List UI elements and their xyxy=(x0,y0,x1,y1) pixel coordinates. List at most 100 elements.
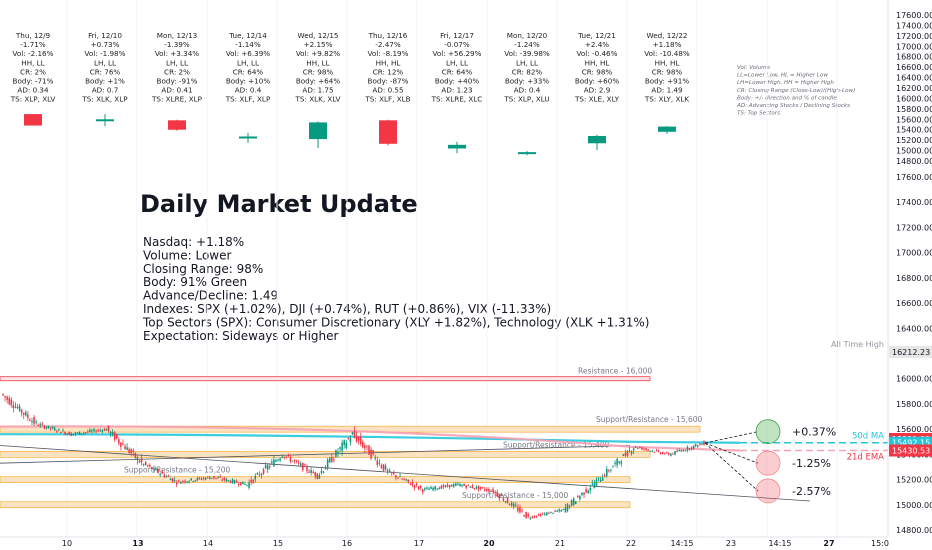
top-price-tick: 16400.00 xyxy=(896,74,932,83)
candle-body xyxy=(465,486,467,488)
top-price-tick: 17000.00 xyxy=(896,42,932,51)
candle-body xyxy=(76,432,79,434)
candle-body xyxy=(606,468,608,476)
resistance-band xyxy=(0,376,651,382)
candle-body xyxy=(428,488,430,490)
candle-body xyxy=(533,516,536,518)
update-line: Volume: Lower xyxy=(143,248,232,262)
candle-body xyxy=(459,484,461,487)
candle-body xyxy=(608,470,610,472)
day-stat-label: Fri, 12/10 xyxy=(88,31,122,40)
candle-body xyxy=(167,476,170,478)
candle-body xyxy=(275,460,277,462)
day-stat-label: Vol: -8.19% xyxy=(368,49,409,58)
candle-body xyxy=(18,406,21,411)
price-tick: 16600.00 xyxy=(896,299,932,308)
update-line: Advance/Decline: 1.49 xyxy=(143,289,278,303)
ath-price-label: 16212.23 xyxy=(892,348,930,357)
candle-body xyxy=(632,448,635,451)
top-price-tick: 16200.00 xyxy=(896,84,932,93)
candle-body xyxy=(560,509,563,512)
day-stat-label: Mon, 12/13 xyxy=(157,31,197,40)
day-stat-label: HH, HL xyxy=(376,58,401,67)
ema21-label: 21d EMA xyxy=(847,453,885,463)
day-stat-label: Body: +33% xyxy=(505,77,549,86)
candle-body xyxy=(118,439,120,444)
day-stat-label: CR: 12% xyxy=(373,67,404,76)
day-candle-body xyxy=(379,120,397,144)
ema21-price-tag xyxy=(889,444,932,457)
candle-body xyxy=(653,451,656,453)
candle-body xyxy=(380,465,383,468)
candle-body xyxy=(235,481,238,483)
candle-body xyxy=(374,457,376,459)
candle-body xyxy=(628,450,631,452)
candle-body xyxy=(231,479,234,484)
candle-body xyxy=(237,483,240,485)
candle-body xyxy=(614,462,616,464)
update-line: Body: 91% Green xyxy=(143,275,247,289)
support-band xyxy=(0,501,631,509)
candle-body xyxy=(242,481,244,485)
candle-body xyxy=(574,501,577,505)
candle-body xyxy=(351,432,354,435)
candle-body xyxy=(467,484,470,486)
day-stat-label: Vol: +3.34% xyxy=(155,49,199,58)
projection-target xyxy=(755,419,781,445)
day-stat-label: +0.73% xyxy=(91,40,120,49)
day-stat-label: AD: 1.49 xyxy=(651,86,683,95)
candle-body xyxy=(97,430,99,432)
candle-body xyxy=(626,451,629,456)
candle-body xyxy=(93,429,95,432)
day-stat-label: Vol: -1.98% xyxy=(85,49,126,58)
price-tick: 15200.00 xyxy=(896,476,932,485)
candle-body xyxy=(572,498,575,505)
legend-line: TS: Top Sectors xyxy=(737,111,780,117)
candle-body xyxy=(324,467,327,470)
day-stat-label: Body: +10% xyxy=(226,77,270,86)
candle-body xyxy=(444,485,447,487)
legend-line: Body: +/- direction and % of candle xyxy=(737,95,837,101)
day-stat-label: AD: 1.23 xyxy=(441,86,472,95)
candle-body xyxy=(655,450,658,452)
candle-body xyxy=(204,477,207,480)
candle-body xyxy=(316,473,319,479)
top-price-tick: 15800.00 xyxy=(896,105,932,114)
day-stat-label: HH, LL xyxy=(306,58,329,67)
day-stat-label: LH, LL xyxy=(237,58,259,67)
time-tick: 22 xyxy=(626,539,636,548)
candle-body xyxy=(359,437,362,444)
candle-body xyxy=(494,491,496,493)
day-stat-label: CR: 2% xyxy=(20,67,46,76)
projection-label: +0.37% xyxy=(792,426,836,439)
candle-body xyxy=(4,396,6,398)
candle-body xyxy=(126,447,128,451)
candle-body xyxy=(16,406,19,408)
candle-body xyxy=(517,507,519,512)
candle-body xyxy=(622,454,625,456)
candle-body xyxy=(136,457,139,461)
candle-body xyxy=(186,481,188,483)
candle-body xyxy=(647,449,649,451)
candle-body xyxy=(587,490,589,494)
candle-body xyxy=(132,450,135,452)
projection-target xyxy=(755,478,781,504)
candle-body xyxy=(641,447,643,450)
candle-body xyxy=(539,514,542,517)
candle-body xyxy=(84,432,87,434)
projection-scenarios: +0.37% -1.25% -2.57% xyxy=(704,419,836,504)
candle-body xyxy=(142,463,145,465)
candle-body xyxy=(159,473,161,475)
day-stat-label: Tue, 12/21 xyxy=(577,31,616,40)
candle-body xyxy=(95,431,97,433)
candle-body xyxy=(527,514,530,517)
candle-body xyxy=(250,479,252,483)
candle-body xyxy=(413,484,416,488)
day-stat-label: AD: 0.4 xyxy=(235,86,262,95)
day-stat-label: AD: 0.4 xyxy=(514,86,541,95)
candle-body xyxy=(43,425,46,429)
candle-body xyxy=(692,445,695,449)
day-stat-label: TS: XLY, XLK xyxy=(644,95,690,104)
candle-body xyxy=(103,429,106,431)
candle-body xyxy=(397,477,399,479)
